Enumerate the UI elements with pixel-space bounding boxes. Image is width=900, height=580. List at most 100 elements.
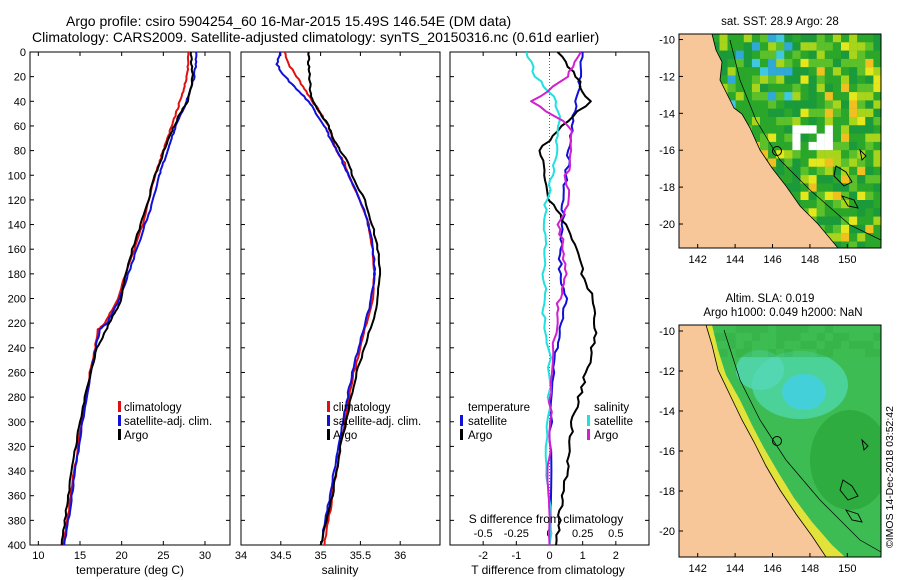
sst-cell: [873, 150, 881, 159]
sla-cell: [743, 349, 752, 358]
sst-cell: [800, 67, 809, 76]
sst-cell: [824, 208, 833, 217]
sst-cell: [735, 83, 744, 93]
sst-cell: [857, 166, 866, 176]
sst-cell: [751, 34, 761, 43]
sst-cell: [751, 42, 761, 51]
sst-cell: [865, 158, 874, 167]
sst-cell: [816, 42, 825, 51]
sst-cell: [824, 141, 833, 151]
sst-cell: [832, 50, 842, 59]
sla-cell: [751, 325, 761, 334]
legend-climatology: climatology: [333, 402, 391, 414]
sst-cell: [800, 58, 809, 68]
sst-cell: [865, 58, 874, 68]
sst-cell: [824, 166, 833, 176]
sst-cell: [873, 92, 881, 101]
sst-cell: [784, 83, 793, 93]
sla-cell: [792, 333, 801, 342]
sst-cell: [760, 100, 769, 109]
sst-cell: [784, 34, 793, 43]
s-diff-tick-label: -0.25: [504, 528, 529, 540]
sla-cell: [832, 333, 842, 342]
sst-cell: [760, 58, 769, 68]
sst-cell: [816, 150, 825, 159]
sst-cell: [832, 108, 842, 118]
sla-cell: [727, 341, 736, 350]
sst-cell: [768, 42, 777, 51]
map-lat-label: -16: [659, 145, 675, 157]
series-line-satellite-adj-clim-: [63, 52, 198, 545]
sst-cell: [849, 183, 858, 192]
sst-cell: [841, 42, 850, 51]
sst-cell: [849, 133, 858, 142]
sst-cell: [792, 34, 801, 43]
sst-cell: [857, 117, 866, 126]
temperature-axes: [29, 51, 231, 546]
sst-cell: [841, 200, 850, 209]
sla-cell: [719, 333, 728, 342]
sst-cell: [857, 108, 866, 118]
depth-tick-label: 380: [8, 515, 26, 527]
sst-cell: [800, 125, 809, 134]
sst-map-ticks: 142 144 146 148 150 -10 -12 -14 -16 -18 -20: [659, 35, 856, 266]
map-lon-label: 146: [763, 254, 781, 266]
sst-cell: [808, 100, 817, 109]
x-tick-label: 35: [314, 550, 326, 562]
sla-cell: [743, 333, 752, 342]
sst-cell: [849, 241, 858, 248]
sst-cell: [824, 92, 833, 101]
sla-cell: [751, 349, 761, 358]
sst-cell: [849, 67, 858, 76]
sla-cell: [743, 325, 752, 334]
sst-cell: [865, 233, 874, 242]
sst-cell: [776, 42, 785, 51]
sst-map-title: sat. SST: 28.9 Argo: 28: [721, 16, 839, 28]
sst-cell: [719, 75, 728, 84]
sst-cell: [719, 50, 728, 59]
sst-cell: [760, 108, 769, 118]
sst-cell: [824, 125, 833, 134]
x-tick-label: 15: [74, 550, 86, 562]
sst-cell: [857, 50, 866, 59]
sst-cell: [743, 117, 752, 126]
sla-cell: [857, 349, 866, 358]
sst-cell: [873, 108, 881, 118]
sst-cell: [865, 175, 874, 184]
sst-cell: [800, 158, 809, 167]
sst-cell: [719, 67, 728, 76]
sst-cell: [768, 92, 777, 101]
sst-cell: [735, 67, 744, 76]
sla-cell: [800, 325, 809, 334]
sst-cell: [816, 108, 825, 118]
sst-cell: [800, 150, 809, 159]
sst-cell: [865, 83, 874, 93]
sst-cell: [735, 34, 744, 43]
sst-cell: [808, 83, 817, 93]
sst-cell: [760, 92, 769, 101]
sst-cell: [808, 158, 817, 167]
sla-cell: [735, 325, 744, 334]
legend-s-satellite: satellite: [594, 416, 633, 428]
sst-cell: [857, 208, 866, 217]
sst-cell: [832, 158, 842, 167]
sla-cell: [760, 325, 769, 334]
sst-cell: [865, 125, 874, 134]
sst-cell: [760, 125, 769, 134]
sst-cell: [776, 133, 785, 142]
sst-cell: [751, 133, 761, 142]
sst-cell: [857, 125, 866, 134]
sla-cell: [768, 333, 777, 342]
sst-cell: [792, 50, 801, 59]
sst-cell: [832, 133, 842, 142]
sst-cell: [784, 141, 793, 151]
sst-cell: [808, 166, 817, 176]
sst-cell: [873, 75, 881, 84]
sla-cell: [808, 325, 817, 334]
sst-cell: [792, 175, 801, 184]
map-lat-label: -18: [659, 486, 675, 498]
sst-cell: [865, 200, 874, 209]
sst-cell: [800, 83, 809, 93]
sst-argo-marker: [772, 146, 782, 156]
depth-tick-label: 240: [8, 343, 26, 355]
